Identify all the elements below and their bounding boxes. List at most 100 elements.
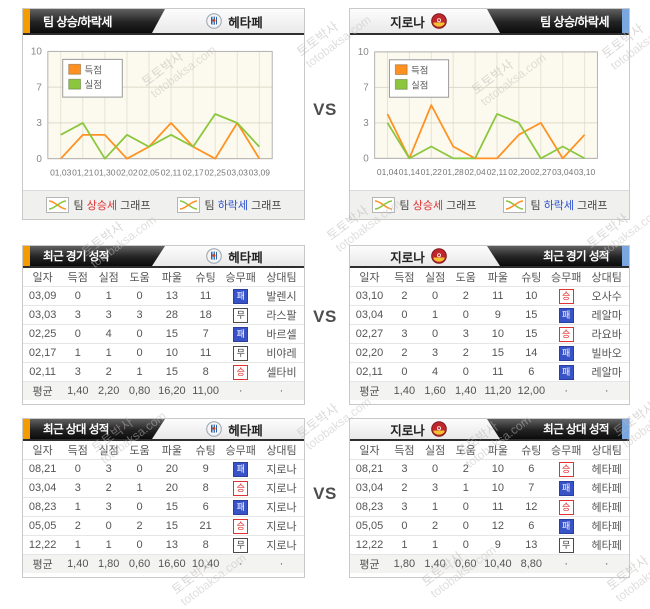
svg-text:03,09: 03,09 xyxy=(249,168,271,178)
table-average-row: 평균 1,80 1,40 0,60 10,40 8,80 · · xyxy=(350,554,629,573)
accent-bar-blue xyxy=(622,246,629,266)
panel-title: 팀 상승/하락세 xyxy=(540,14,609,29)
stats-table: 일자 득점 실점 도움 파울 슈팅 승무패 상대팀 03,09 0 1 0 13 11 패 발렌시 03,03 3… xyxy=(23,268,304,400)
result-badge: 패 xyxy=(558,480,574,496)
panel-title: 최근 상대 성적 xyxy=(43,424,109,436)
trend-up-icon xyxy=(45,197,69,213)
svg-text:02,04: 02,04 xyxy=(464,167,485,177)
table-row: 02,11 3 2 1 15 8 승 셀타비 xyxy=(23,362,304,382)
panel-header: 지로나 최근 상대 성적 xyxy=(350,419,629,441)
trend-graph-legend: 팀 상승세 그래프 팀 하락세 그래프 xyxy=(350,190,629,219)
stats-table: 일자 득점 실점 도움 파울 슈팅 승무패 상대팀 03,10 2 0 2 11 10 승 오사수 03,04 0… xyxy=(350,268,629,400)
panel-title: 최근 경기 성적 xyxy=(543,251,609,263)
svg-text:득점: 득점 xyxy=(85,64,102,75)
legend-fall-label: 팀 하락세 그래프 xyxy=(204,200,282,212)
table-row: 02,20 2 3 2 15 14 패 빌바오 xyxy=(350,343,629,363)
svg-text:02,20: 02,20 xyxy=(508,167,529,177)
svg-text:실점: 실점 xyxy=(411,79,428,90)
table-average-row: 평균 1,40 2,20 0,80 16,20 11,00 · · xyxy=(23,381,304,400)
panel-title-ribbon: 최근 상대 성적 xyxy=(487,419,622,439)
svg-text:01,28: 01,28 xyxy=(443,167,464,177)
table-row: 08,21 3 0 2 10 6 승 헤타페 xyxy=(350,459,629,479)
accent-bar-orange xyxy=(23,246,30,266)
getafe-logo-icon xyxy=(206,13,223,29)
trend-chart-girona: 01,04 01,14 01,22 01,28 02,04 02,11 02,20 02,27… xyxy=(350,35,629,183)
team-tag: 지로나 xyxy=(350,9,487,33)
h2h-table-girona: 일자 득점 실점 도움 파울 슈팅 승무패 상대팀 08,21 3 0 2 10 6 승 헤타페 03,04 2 3… xyxy=(350,441,629,573)
vs-label-charts: VS xyxy=(313,100,337,119)
result-badge: 승 xyxy=(233,480,249,496)
panel-trend-girona: 지로나 팀 상승/하락세 01,04 01,14 01,22 01,28 02,04 02… xyxy=(349,8,630,220)
result-badge: 승 xyxy=(233,518,249,534)
panel-header: 지로나 팀 상승/하락세 xyxy=(350,9,629,35)
panel-header: 지로나 최근 경기 성적 xyxy=(350,246,629,268)
team-tag: 헤타페 xyxy=(165,419,304,439)
getafe-logo-icon xyxy=(206,421,223,437)
svg-text:02,05: 02,05 xyxy=(138,168,160,178)
panel-title-ribbon: 최근 상대 성적 xyxy=(30,419,165,439)
result-badge: 무 xyxy=(558,537,574,553)
panel-recent-girona: 지로나 최근 경기 성적 일자 득점 실점 도움 파울 슈팅 승무패 상대팀 03,10 2 0 2 1… xyxy=(349,245,630,405)
panel-title-ribbon: 팀 상승/하락세 xyxy=(487,9,622,33)
panel-title: 최근 경기 성적 xyxy=(43,251,109,263)
table-average-row: 평균 1,40 1,80 0,60 16,60 10,40 · · xyxy=(23,554,304,573)
result-badge: 패 xyxy=(233,461,249,477)
svg-text:0: 0 xyxy=(363,154,369,165)
table-row: 08,23 1 3 0 15 6 패 지로나 xyxy=(23,497,304,517)
table-row: 12,22 1 1 0 13 8 무 지로나 xyxy=(23,535,304,555)
team-name: 지로나 xyxy=(390,15,425,30)
panel-header: 최근 경기 성적 헤타페 xyxy=(23,246,304,268)
result-badge: 패 xyxy=(558,364,574,380)
panel-title-ribbon: 최근 경기 성적 xyxy=(487,246,622,266)
panel-h2h-getafe: 최근 상대 성적 헤타페 일자 득점 실점 도움 파울 슈팅 승무패 상대팀 08,21 0 3 0 2… xyxy=(22,418,305,578)
team-tag: 헤타페 xyxy=(165,9,304,33)
table-average-row: 평균 1,40 1,60 1,40 11,20 12,00 · · xyxy=(350,381,629,400)
svg-text:7: 7 xyxy=(363,83,368,94)
team-name: 헤타페 xyxy=(228,15,263,30)
team-name: 지로나 xyxy=(390,250,425,265)
stats-table: 일자 득점 실점 도움 파울 슈팅 승무패 상대팀 08,21 3 0 2 10 6 승 헤타페 03,04 2 3… xyxy=(350,441,629,573)
team-name: 헤타페 xyxy=(228,250,263,265)
legend-rise-label: 팀 상승세 그래프 xyxy=(399,200,477,212)
svg-text:02,02: 02,02 xyxy=(116,168,138,178)
recent-table-getafe: 일자 득점 실점 도움 파울 슈팅 승무패 상대팀 03,09 0 1 0 13 11 패 발렌시 03,03 3… xyxy=(23,268,304,400)
team-name: 헤타페 xyxy=(228,423,263,438)
table-row: 03,03 3 3 3 28 18 무 라스팔 xyxy=(23,305,304,325)
svg-text:02,11: 02,11 xyxy=(487,167,508,177)
trend-chart-getafe: 01,03 01,21 01,30 02,02 02,05 02,11 02,17 02,25… xyxy=(23,35,304,183)
panel-title: 팀 상승/하락세 xyxy=(43,14,112,29)
panel-title-ribbon: 최근 경기 성적 xyxy=(30,246,165,266)
table-header-row: 일자 득점 실점 도움 파울 슈팅 승무패 상대팀 xyxy=(23,441,304,460)
result-badge: 승 xyxy=(558,499,574,515)
table-header-row: 일자 득점 실점 도움 파울 슈팅 승무패 상대팀 xyxy=(350,268,629,287)
trend-down-icon xyxy=(176,197,200,213)
panel-recent-getafe: 최근 경기 성적 헤타페 일자 득점 실점 도움 파울 슈팅 승무패 상대팀 03,09 0 1 0 1… xyxy=(22,245,305,405)
result-badge: 패 xyxy=(233,326,249,342)
trend-down-icon xyxy=(502,197,526,213)
result-badge: 패 xyxy=(558,518,574,534)
result-badge: 승 xyxy=(558,461,574,477)
svg-text:실점: 실점 xyxy=(85,79,102,90)
svg-text:01,04: 01,04 xyxy=(377,167,398,177)
table-row: 02,25 0 4 0 15 7 패 바르셀 xyxy=(23,324,304,344)
table-header-row: 일자 득점 실점 도움 파울 슈팅 승무패 상대팀 xyxy=(350,441,629,460)
svg-text:03,03: 03,03 xyxy=(227,168,249,178)
svg-text:7: 7 xyxy=(36,82,42,93)
svg-text:10: 10 xyxy=(31,47,43,58)
table-row: 08,21 0 3 0 20 9 패 지로나 xyxy=(23,459,304,479)
svg-text:02,27: 02,27 xyxy=(530,167,551,177)
result-badge: 승 xyxy=(558,288,574,304)
table-row: 02,27 3 0 3 10 15 승 라요바 xyxy=(350,324,629,344)
trend-up-icon xyxy=(371,197,395,213)
table-row: 05,05 2 0 2 15 21 승 지로나 xyxy=(23,516,304,536)
panel-h2h-girona: 지로나 최근 상대 성적 일자 득점 실점 도움 파울 슈팅 승무패 상대팀 08,21 3 0 2 1… xyxy=(349,418,630,578)
svg-text:02,25: 02,25 xyxy=(205,168,227,178)
team-name: 지로나 xyxy=(390,423,425,438)
table-row: 12,22 1 1 0 9 13 무 헤타페 xyxy=(350,535,629,555)
accent-bar-orange xyxy=(23,9,30,33)
svg-text:03,04: 03,04 xyxy=(552,167,573,177)
svg-text:득점: 득점 xyxy=(411,65,428,76)
panel-title-ribbon: 팀 상승/하락세 xyxy=(30,9,165,33)
table-row: 03,04 2 3 1 10 7 패 헤타페 xyxy=(350,478,629,498)
result-badge: 패 xyxy=(558,345,574,361)
